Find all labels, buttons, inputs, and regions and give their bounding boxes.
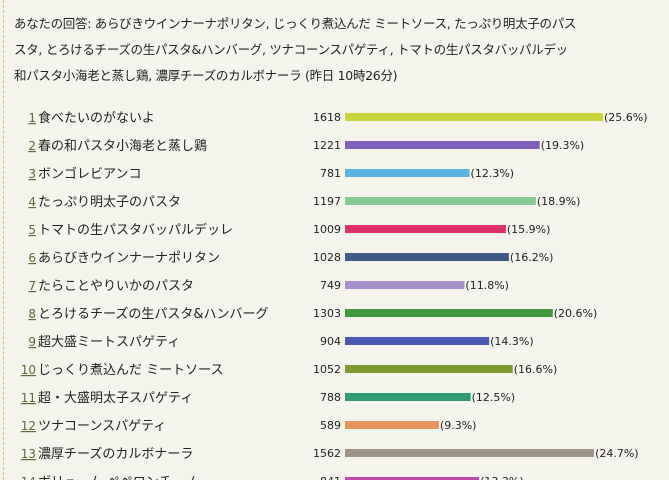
- vote-count: 1052: [313, 363, 341, 376]
- percent-label: (12.5%): [472, 391, 516, 404]
- bar: [345, 449, 595, 457]
- percent-label: (16.2%): [510, 251, 554, 264]
- vote-count: 749: [320, 279, 341, 292]
- category-label: 濃厚チーズのカルボナーラ: [38, 446, 193, 462]
- rank-link[interactable]: 3: [28, 167, 36, 181]
- bar: [345, 141, 540, 149]
- vote-count: 781: [320, 167, 341, 180]
- bar: [345, 477, 480, 480]
- vote-count: 1562: [313, 447, 341, 460]
- rank-link[interactable]: 13: [21, 447, 36, 461]
- vote-count: 1303: [313, 307, 341, 320]
- bar: [345, 197, 536, 205]
- percent-label: (16.6%): [514, 363, 558, 376]
- percent-label: (15.9%): [507, 223, 551, 236]
- percent-label: (25.6%): [604, 111, 648, 124]
- vote-count: 1618: [313, 111, 341, 124]
- percent-label: (14.3%): [490, 335, 534, 348]
- vote-count: 1221: [313, 139, 341, 152]
- rank-link[interactable]: 11: [21, 391, 36, 405]
- answer-line-3: 和パスタ小海老と蒸し鶏, 濃厚チーズのカルボナーラ (昨日 10時26分): [14, 68, 398, 83]
- category-label: ボリューム ペペロンチーノ: [38, 475, 197, 480]
- percent-label: (24.7%): [595, 447, 639, 460]
- bar: [345, 365, 513, 373]
- rank-link[interactable]: 14: [21, 475, 36, 480]
- percent-label: (11.8%): [465, 279, 509, 292]
- category-label: ツナコーンスパゲティ: [38, 419, 166, 434]
- vote-count: 841: [320, 475, 341, 480]
- bar: [345, 393, 471, 401]
- bar: [345, 309, 553, 317]
- percent-label: (12.3%): [471, 167, 515, 180]
- category-label: 超大盛ミートスパゲティ: [38, 335, 180, 350]
- bar: [345, 113, 603, 121]
- rank-link[interactable]: 4: [28, 195, 36, 209]
- category-label: たっぷり明太子のパスタ: [38, 195, 181, 210]
- bar: [345, 421, 439, 429]
- category-label: とろけるチーズの生パスタ&ハンバーグ: [38, 306, 269, 322]
- category-label: ボンゴレビアンコ: [38, 166, 141, 182]
- rank-link[interactable]: 1: [28, 111, 36, 125]
- bar: [345, 225, 506, 233]
- category-label: 春の和パスタ小海老と蒸し鶏: [38, 139, 207, 154]
- category-label: あらびきウインナーナポリタン: [38, 251, 220, 266]
- rank-link[interactable]: 9: [28, 335, 36, 349]
- bar: [345, 253, 509, 261]
- percent-label: (13.3%): [480, 475, 524, 480]
- bar: [345, 281, 465, 289]
- category-label: 超・大盛明太子スパゲティ: [38, 391, 193, 406]
- vote-count: 1028: [313, 251, 341, 264]
- vote-count: 1197: [313, 195, 341, 208]
- answer-line-1: あなたの回答: あらびきウインナーナポリタン, じっくり煮込んだ ミートソース,…: [14, 16, 577, 31]
- vote-count: 788: [320, 391, 341, 404]
- percent-label: (20.6%): [554, 307, 598, 320]
- category-label: トマトの生パスタバッパルデッレ: [38, 222, 233, 238]
- percent-label: (18.9%): [537, 195, 581, 208]
- category-label: たらことやりいかのパスタ: [38, 279, 194, 294]
- percent-label: (19.3%): [541, 139, 585, 152]
- rank-link[interactable]: 5: [28, 223, 36, 237]
- your-answer-text: あなたの回答: あらびきウインナーナポリタン, じっくり煮込んだ ミートソース,…: [14, 11, 669, 89]
- category-label: 食べたいのがないよ: [38, 110, 155, 126]
- vote-count: 1009: [313, 223, 341, 236]
- rank-link[interactable]: 7: [28, 279, 36, 293]
- bar: [345, 169, 470, 177]
- bar: [345, 337, 490, 345]
- rank-link[interactable]: 2: [28, 139, 36, 153]
- vote-count: 904: [320, 335, 341, 348]
- answer-line-2: スタ, とろけるチーズの生パスタ&ハンバーグ, ツナコーンスパゲティ, トマトの…: [14, 42, 568, 57]
- vote-count: 589: [320, 419, 341, 432]
- rank-link[interactable]: 10: [21, 363, 36, 377]
- rank-link[interactable]: 8: [28, 307, 36, 321]
- rank-link[interactable]: 6: [28, 251, 36, 265]
- rank-link[interactable]: 12: [21, 419, 36, 433]
- left-dashed-rule: [3, 0, 4, 480]
- percent-label: (9.3%): [440, 419, 477, 432]
- category-label: じっくり煮込んだ ミートソース: [38, 363, 223, 378]
